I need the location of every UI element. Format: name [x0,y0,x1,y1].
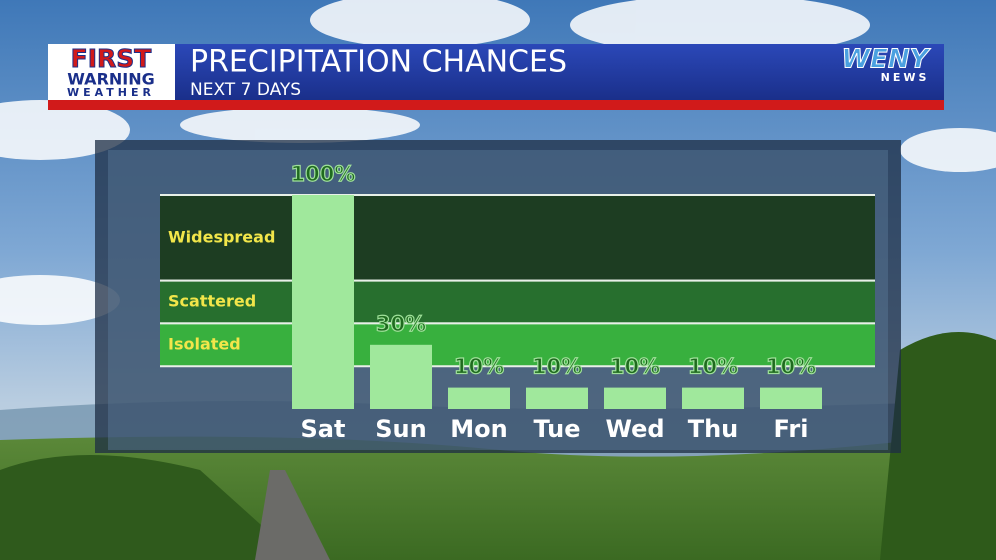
logo-text: FIRST [71,44,152,73]
zone [160,280,875,324]
zone [160,195,875,281]
bar [604,387,666,409]
bar [682,387,744,409]
bar [292,195,354,409]
road [255,470,330,560]
logo-box [48,44,175,100]
chart-title: PRECIPITATION CHANCES [190,45,567,80]
x-tick-label: Sat [301,415,346,443]
station-logo: NEWS [881,71,930,84]
zone-label: Isolated [168,334,241,353]
plot: Widespread Scattered Isolated Sat 100% Sun 30%… [160,161,875,443]
value-label: 10% [532,355,582,379]
trees [0,455,300,560]
value-label: 10% [766,355,816,379]
bar [760,387,822,409]
value-label: 10% [610,355,660,379]
bar [526,387,588,409]
zone-label: Scattered [168,292,256,311]
x-tick-label: Mon [450,415,507,443]
header-bar [48,44,944,100]
trees [880,332,996,560]
x-tick-label: Sun [375,415,426,443]
x-tick-label: Tue [533,415,580,443]
zone [160,323,875,367]
logo-text: WEATHER [67,86,155,99]
clouds [0,0,996,325]
x-tick-label: Thu [688,415,739,443]
x-tick-label: Wed [605,415,664,443]
bar [370,344,432,409]
header-stripe [48,100,944,110]
value-label: 100% [291,162,356,186]
station-logo: WENY [841,45,931,75]
chart-subtitle: NEXT 7 DAYS [190,80,301,100]
value-label: 10% [688,355,738,379]
value-label: 30% [376,312,426,336]
bar [448,387,510,409]
value-label: 10% [454,355,504,379]
logo-text: WARNING [67,70,155,89]
zone-label: Widespread [168,227,275,246]
x-tick-label: Fri [774,415,809,443]
